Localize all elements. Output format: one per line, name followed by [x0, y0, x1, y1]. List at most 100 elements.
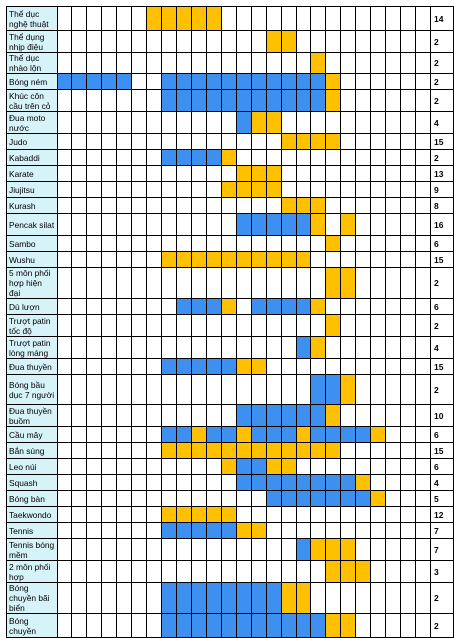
event-cell-yellow	[295, 426, 312, 443]
event-cell-yellow	[325, 442, 342, 459]
event-cell-yellow	[280, 442, 297, 459]
empty-cell	[56, 490, 73, 507]
empty-cell	[161, 30, 178, 53]
empty-cell	[161, 181, 178, 198]
empty-cell	[190, 374, 207, 405]
medal-count: 4	[429, 336, 454, 359]
event-cell-yellow	[325, 538, 342, 561]
event-cell-yellow	[250, 522, 267, 539]
event-cell-blue	[190, 149, 207, 166]
empty-cell	[101, 613, 118, 638]
empty-cell	[400, 458, 417, 475]
empty-cell	[161, 298, 178, 315]
empty-cell	[415, 30, 431, 53]
event-cell-blue	[310, 374, 327, 405]
empty-cell	[415, 613, 431, 638]
empty-cell	[101, 181, 118, 198]
empty-cell	[56, 404, 73, 427]
empty-cell	[400, 133, 417, 150]
empty-cell	[355, 111, 372, 134]
empty-cell	[295, 52, 312, 74]
empty-cell	[146, 538, 163, 561]
empty-cell	[101, 426, 118, 443]
event-cell-yellow	[370, 490, 387, 507]
empty-cell	[370, 181, 387, 198]
empty-cell	[101, 251, 118, 268]
event-cell-blue	[176, 613, 192, 638]
empty-cell	[86, 6, 103, 31]
empty-cell	[385, 235, 402, 252]
empty-cell	[355, 442, 372, 459]
empty-cell	[370, 267, 387, 299]
empty-cell	[205, 374, 222, 405]
empty-cell	[355, 458, 372, 475]
empty-cell	[205, 267, 222, 299]
empty-cell	[310, 506, 327, 523]
empty-cell	[101, 235, 118, 252]
empty-cell	[220, 30, 237, 53]
event-cell-yellow	[235, 251, 252, 268]
empty-cell	[400, 30, 417, 53]
empty-cell	[71, 506, 88, 523]
empty-cell	[116, 474, 133, 491]
empty-cell	[370, 213, 387, 236]
empty-cell	[131, 165, 148, 182]
empty-cell	[131, 235, 148, 252]
empty-cell	[415, 474, 431, 491]
empty-cell	[340, 197, 357, 214]
empty-cell	[400, 442, 417, 459]
empty-cell	[71, 404, 88, 427]
empty-cell	[370, 458, 387, 475]
empty-cell	[340, 149, 357, 166]
empty-cell	[400, 490, 417, 507]
event-cell-yellow	[280, 251, 297, 268]
empty-cell	[71, 235, 88, 252]
event-cell-yellow	[325, 73, 342, 90]
sport-name: Bóng ném	[6, 73, 58, 90]
empty-cell	[101, 197, 118, 214]
empty-cell	[385, 374, 402, 405]
empty-cell	[310, 111, 327, 134]
event-cell-yellow	[205, 251, 222, 268]
empty-cell	[250, 506, 267, 523]
empty-cell	[146, 298, 163, 315]
empty-cell	[131, 133, 148, 150]
medal-count: 2	[429, 267, 454, 299]
table-row: Bắn súng 15	[6, 442, 454, 459]
table-row: Đua thuyền 15	[6, 358, 454, 375]
event-cell-yellow	[265, 181, 282, 198]
sport-name: Leo núi	[6, 458, 58, 475]
empty-cell	[56, 213, 73, 236]
empty-cell	[280, 52, 297, 74]
empty-cell	[190, 235, 207, 252]
empty-cell	[205, 458, 222, 475]
empty-cell	[131, 314, 148, 337]
empty-cell	[340, 181, 357, 198]
event-cell-yellow	[250, 358, 267, 375]
empty-cell	[146, 474, 163, 491]
event-cell-yellow	[250, 111, 267, 134]
empty-cell	[101, 358, 118, 375]
event-cell-blue	[295, 490, 312, 507]
empty-cell	[176, 30, 192, 53]
event-cell-blue	[250, 474, 267, 491]
event-cell-yellow	[235, 442, 252, 459]
empty-cell	[385, 314, 402, 337]
empty-cell	[56, 52, 73, 74]
empty-cell	[310, 314, 327, 337]
empty-cell	[205, 197, 222, 214]
empty-cell	[71, 133, 88, 150]
empty-cell	[310, 522, 327, 539]
empty-cell	[265, 358, 282, 375]
empty-cell	[370, 582, 387, 614]
empty-cell	[116, 251, 133, 268]
event-cell-yellow	[340, 613, 357, 638]
empty-cell	[385, 30, 402, 53]
sport-name: Wushu	[6, 251, 58, 268]
empty-cell	[146, 213, 163, 236]
empty-cell	[220, 474, 237, 491]
event-cell-blue	[265, 298, 282, 315]
empty-cell	[355, 6, 372, 31]
empty-cell	[101, 442, 118, 459]
empty-cell	[131, 404, 148, 427]
